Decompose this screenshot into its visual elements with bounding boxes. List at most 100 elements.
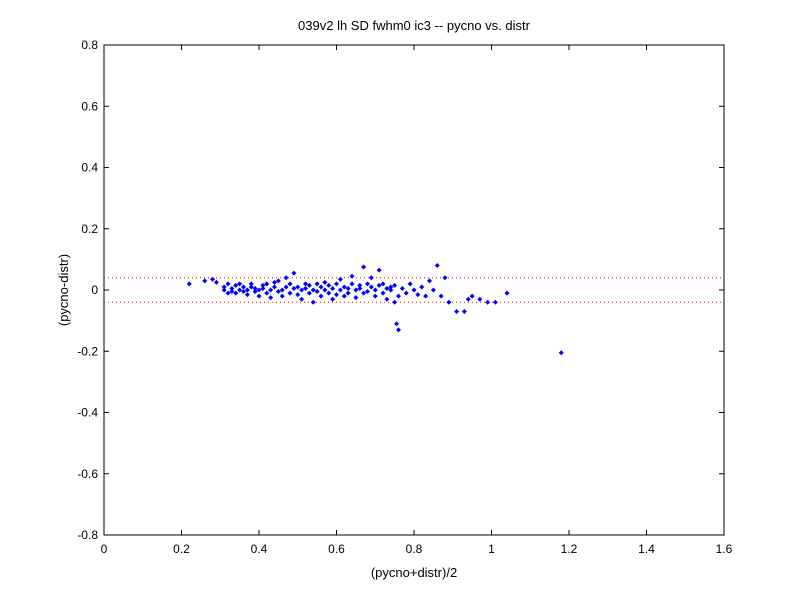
data-point [229, 289, 235, 295]
data-point [279, 287, 285, 293]
data-point [376, 282, 382, 288]
data-point [252, 285, 258, 291]
data-point [322, 279, 328, 285]
data-point [334, 292, 339, 298]
data-point [461, 308, 467, 314]
data-point [345, 285, 351, 291]
data-point [357, 282, 363, 288]
data-point [322, 287, 328, 293]
data-point [225, 281, 231, 287]
data-point [237, 281, 243, 287]
data-point [376, 267, 382, 273]
data-point [396, 293, 401, 299]
data-point [368, 284, 374, 290]
data-point [384, 296, 390, 302]
data-point [415, 292, 421, 298]
data-point [357, 285, 363, 291]
data-point [388, 287, 394, 293]
x-tick-label: 0.8 [406, 542, 423, 556]
y-tick-label: -0.8 [77, 528, 98, 542]
data-point [442, 275, 448, 281]
data-point [295, 284, 301, 290]
data-point [221, 287, 227, 293]
data-point [353, 287, 359, 293]
data-point [330, 285, 336, 291]
data-point [334, 281, 339, 287]
data-point [310, 299, 316, 305]
data-point [469, 293, 475, 299]
data-point [291, 270, 297, 276]
data-point [399, 285, 405, 291]
data-point [275, 289, 281, 295]
data-point [349, 281, 355, 287]
data-point [244, 292, 250, 298]
data-point [380, 281, 386, 287]
data-point [248, 281, 254, 287]
data-point [396, 327, 401, 333]
data-point [423, 293, 429, 299]
data-point [186, 281, 192, 287]
data-point [306, 282, 312, 288]
data-point [272, 279, 277, 285]
data-point [368, 275, 374, 281]
data-point [372, 293, 378, 299]
y-tick-label: 0 [91, 283, 98, 297]
data-point [446, 299, 452, 305]
data-point [365, 289, 370, 295]
data-point [314, 281, 320, 287]
data-point [411, 287, 417, 293]
data-point [202, 278, 208, 284]
data-point [419, 284, 425, 290]
data-point [504, 290, 510, 296]
data-point [337, 287, 343, 293]
data-points [186, 263, 564, 356]
data-point [303, 285, 308, 291]
data-point [244, 287, 250, 293]
data-point [260, 282, 266, 288]
data-point [477, 296, 483, 302]
data-point [268, 295, 274, 301]
data-point [388, 284, 394, 290]
reference-lines [104, 277, 724, 303]
data-point [365, 281, 370, 287]
data-point [306, 290, 312, 296]
y-tick-label: 0.2 [81, 222, 98, 236]
data-point [291, 285, 297, 291]
data-point [326, 282, 332, 288]
data-point [248, 284, 254, 290]
data-point [558, 350, 564, 356]
data-point [264, 290, 270, 296]
y-tick-label: -0.6 [77, 467, 98, 481]
data-point [427, 278, 432, 284]
data-point [314, 289, 320, 295]
data-point [264, 281, 270, 287]
data-point [403, 290, 409, 296]
y-tick-label: 0.6 [81, 99, 98, 113]
data-point [326, 290, 332, 296]
data-point [434, 263, 440, 268]
x-tick-label: 0.6 [328, 542, 345, 556]
data-point [283, 284, 289, 290]
data-point [430, 287, 436, 293]
data-point [237, 287, 243, 293]
x-axis-ticks: 0 0.2 0.4 0.6 0.8 1 1.2 1.4 1.6 [101, 45, 733, 556]
x-tick-label: 1.2 [561, 542, 578, 556]
data-point [229, 285, 235, 291]
y-axis-ticks: -0.8 -0.6 -0.4 -0.2 0 0.2 0.4 0.6 0.8 [77, 38, 724, 542]
data-point [256, 287, 262, 293]
data-point [310, 287, 316, 293]
x-tick-label: 1.6 [716, 542, 733, 556]
data-point [252, 289, 258, 295]
data-point [318, 284, 324, 290]
data-point [337, 276, 343, 282]
data-point [260, 285, 266, 291]
data-point [268, 287, 274, 293]
data-point [392, 282, 398, 288]
data-point [454, 308, 460, 314]
data-point [221, 284, 227, 290]
data-point [287, 290, 293, 296]
data-point [341, 293, 347, 299]
y-tick-label: 0.8 [81, 38, 98, 52]
data-point [407, 281, 413, 287]
